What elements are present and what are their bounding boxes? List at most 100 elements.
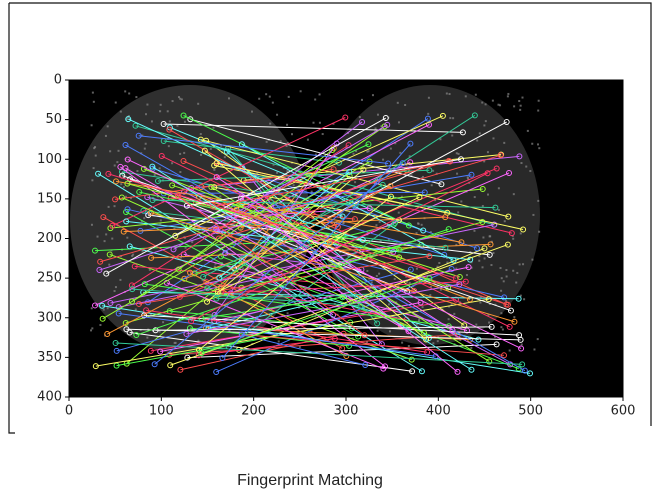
y-tick-label: 400 bbox=[37, 390, 62, 405]
texture-dot bbox=[319, 122, 321, 124]
texture-dot bbox=[398, 121, 400, 123]
texture-dot bbox=[169, 120, 171, 122]
texture-dot bbox=[398, 212, 400, 214]
texture-dot bbox=[276, 114, 278, 116]
texture-dot bbox=[498, 187, 500, 189]
texture-dot bbox=[492, 100, 494, 102]
texture-dot bbox=[408, 345, 410, 347]
texture-dot bbox=[488, 322, 490, 324]
texture-dot bbox=[266, 141, 268, 143]
x-tick-label: 400 bbox=[426, 404, 451, 419]
texture-dot bbox=[493, 137, 495, 139]
texture-dot bbox=[154, 174, 156, 176]
texture-dot bbox=[437, 340, 439, 342]
texture-dot bbox=[515, 282, 517, 284]
texture-dot bbox=[251, 111, 253, 113]
texture-dot bbox=[146, 337, 148, 339]
texture-dot bbox=[490, 264, 492, 266]
texture-dot bbox=[521, 344, 523, 346]
texture-dot bbox=[467, 177, 469, 179]
x-tick-label: 300 bbox=[334, 404, 359, 419]
texture-dot bbox=[179, 171, 181, 173]
y-tick-label: 300 bbox=[37, 310, 62, 325]
texture-dot bbox=[258, 98, 260, 100]
texture-dot bbox=[513, 316, 515, 318]
texture-dot bbox=[377, 330, 379, 332]
texture-dot bbox=[523, 298, 525, 300]
texture-dot bbox=[108, 206, 110, 208]
texture-dot bbox=[519, 109, 521, 111]
texture-dot bbox=[446, 93, 448, 95]
texture-dot bbox=[516, 272, 518, 274]
texture-dot bbox=[531, 143, 533, 145]
texture-dot bbox=[417, 222, 419, 224]
texture-dot bbox=[288, 96, 290, 98]
caption: Fingerprint Matching bbox=[237, 472, 383, 489]
texture-dot bbox=[271, 326, 273, 328]
texture-dot bbox=[482, 205, 484, 207]
texture-dot bbox=[449, 117, 451, 119]
texture-dot bbox=[506, 275, 508, 277]
texture-dot bbox=[501, 277, 503, 279]
texture-dot bbox=[529, 170, 531, 172]
texture-dot bbox=[366, 270, 368, 272]
texture-dot bbox=[448, 318, 450, 320]
texture-dot bbox=[482, 266, 484, 268]
texture-dot bbox=[105, 135, 107, 137]
texture-dot bbox=[197, 103, 199, 105]
texture-dot bbox=[167, 110, 169, 112]
texture-dot bbox=[473, 230, 475, 232]
texture-dot bbox=[452, 117, 454, 119]
texture-dot bbox=[103, 309, 105, 311]
texture-dot bbox=[378, 273, 380, 275]
texture-dot bbox=[178, 96, 180, 98]
texture-dot bbox=[521, 97, 523, 99]
texture-dot bbox=[503, 142, 505, 144]
texture-dot bbox=[438, 262, 440, 264]
texture-dot bbox=[375, 128, 377, 130]
texture-dot bbox=[484, 257, 486, 259]
texture-dot bbox=[489, 235, 491, 237]
texture-dot bbox=[179, 153, 181, 155]
texture-dot bbox=[532, 214, 534, 216]
texture-dot bbox=[90, 329, 92, 331]
x-tick-label: 0 bbox=[65, 404, 73, 419]
texture-dot bbox=[219, 195, 221, 197]
texture-dot bbox=[92, 92, 94, 94]
texture-dot bbox=[213, 169, 215, 171]
texture-dot bbox=[475, 324, 477, 326]
texture-dot bbox=[174, 342, 176, 344]
texture-dot bbox=[502, 328, 504, 330]
texture-dot bbox=[168, 145, 170, 147]
texture-dot bbox=[91, 327, 93, 329]
texture-dot bbox=[93, 167, 95, 169]
texture-dot bbox=[114, 205, 116, 207]
texture-dot bbox=[429, 294, 431, 296]
texture-dot bbox=[538, 147, 540, 149]
texture-dot bbox=[91, 307, 93, 309]
texture-dot bbox=[269, 123, 271, 125]
x-tick-label: 500 bbox=[518, 404, 543, 419]
texture-dot bbox=[242, 268, 244, 270]
texture-dot bbox=[300, 90, 302, 92]
texture-dot bbox=[94, 146, 96, 148]
texture-dot bbox=[404, 104, 406, 106]
texture-dot bbox=[191, 241, 193, 243]
texture-dot bbox=[95, 155, 97, 157]
texture-dot bbox=[224, 156, 226, 158]
texture-dot bbox=[422, 306, 424, 308]
texture-dot bbox=[176, 125, 178, 127]
texture-dot bbox=[458, 153, 460, 155]
texture-dot bbox=[512, 238, 514, 240]
texture-dot bbox=[314, 99, 316, 101]
texture-dot bbox=[160, 219, 162, 221]
texture-dot bbox=[159, 167, 161, 169]
texture-dot bbox=[126, 237, 128, 239]
texture-dot bbox=[93, 101, 95, 103]
texture-dot bbox=[123, 186, 125, 188]
texture-dot bbox=[537, 110, 539, 112]
texture-dot bbox=[312, 122, 314, 124]
texture-dot bbox=[124, 90, 126, 92]
texture-dot bbox=[479, 301, 481, 303]
texture-dot bbox=[520, 232, 522, 234]
